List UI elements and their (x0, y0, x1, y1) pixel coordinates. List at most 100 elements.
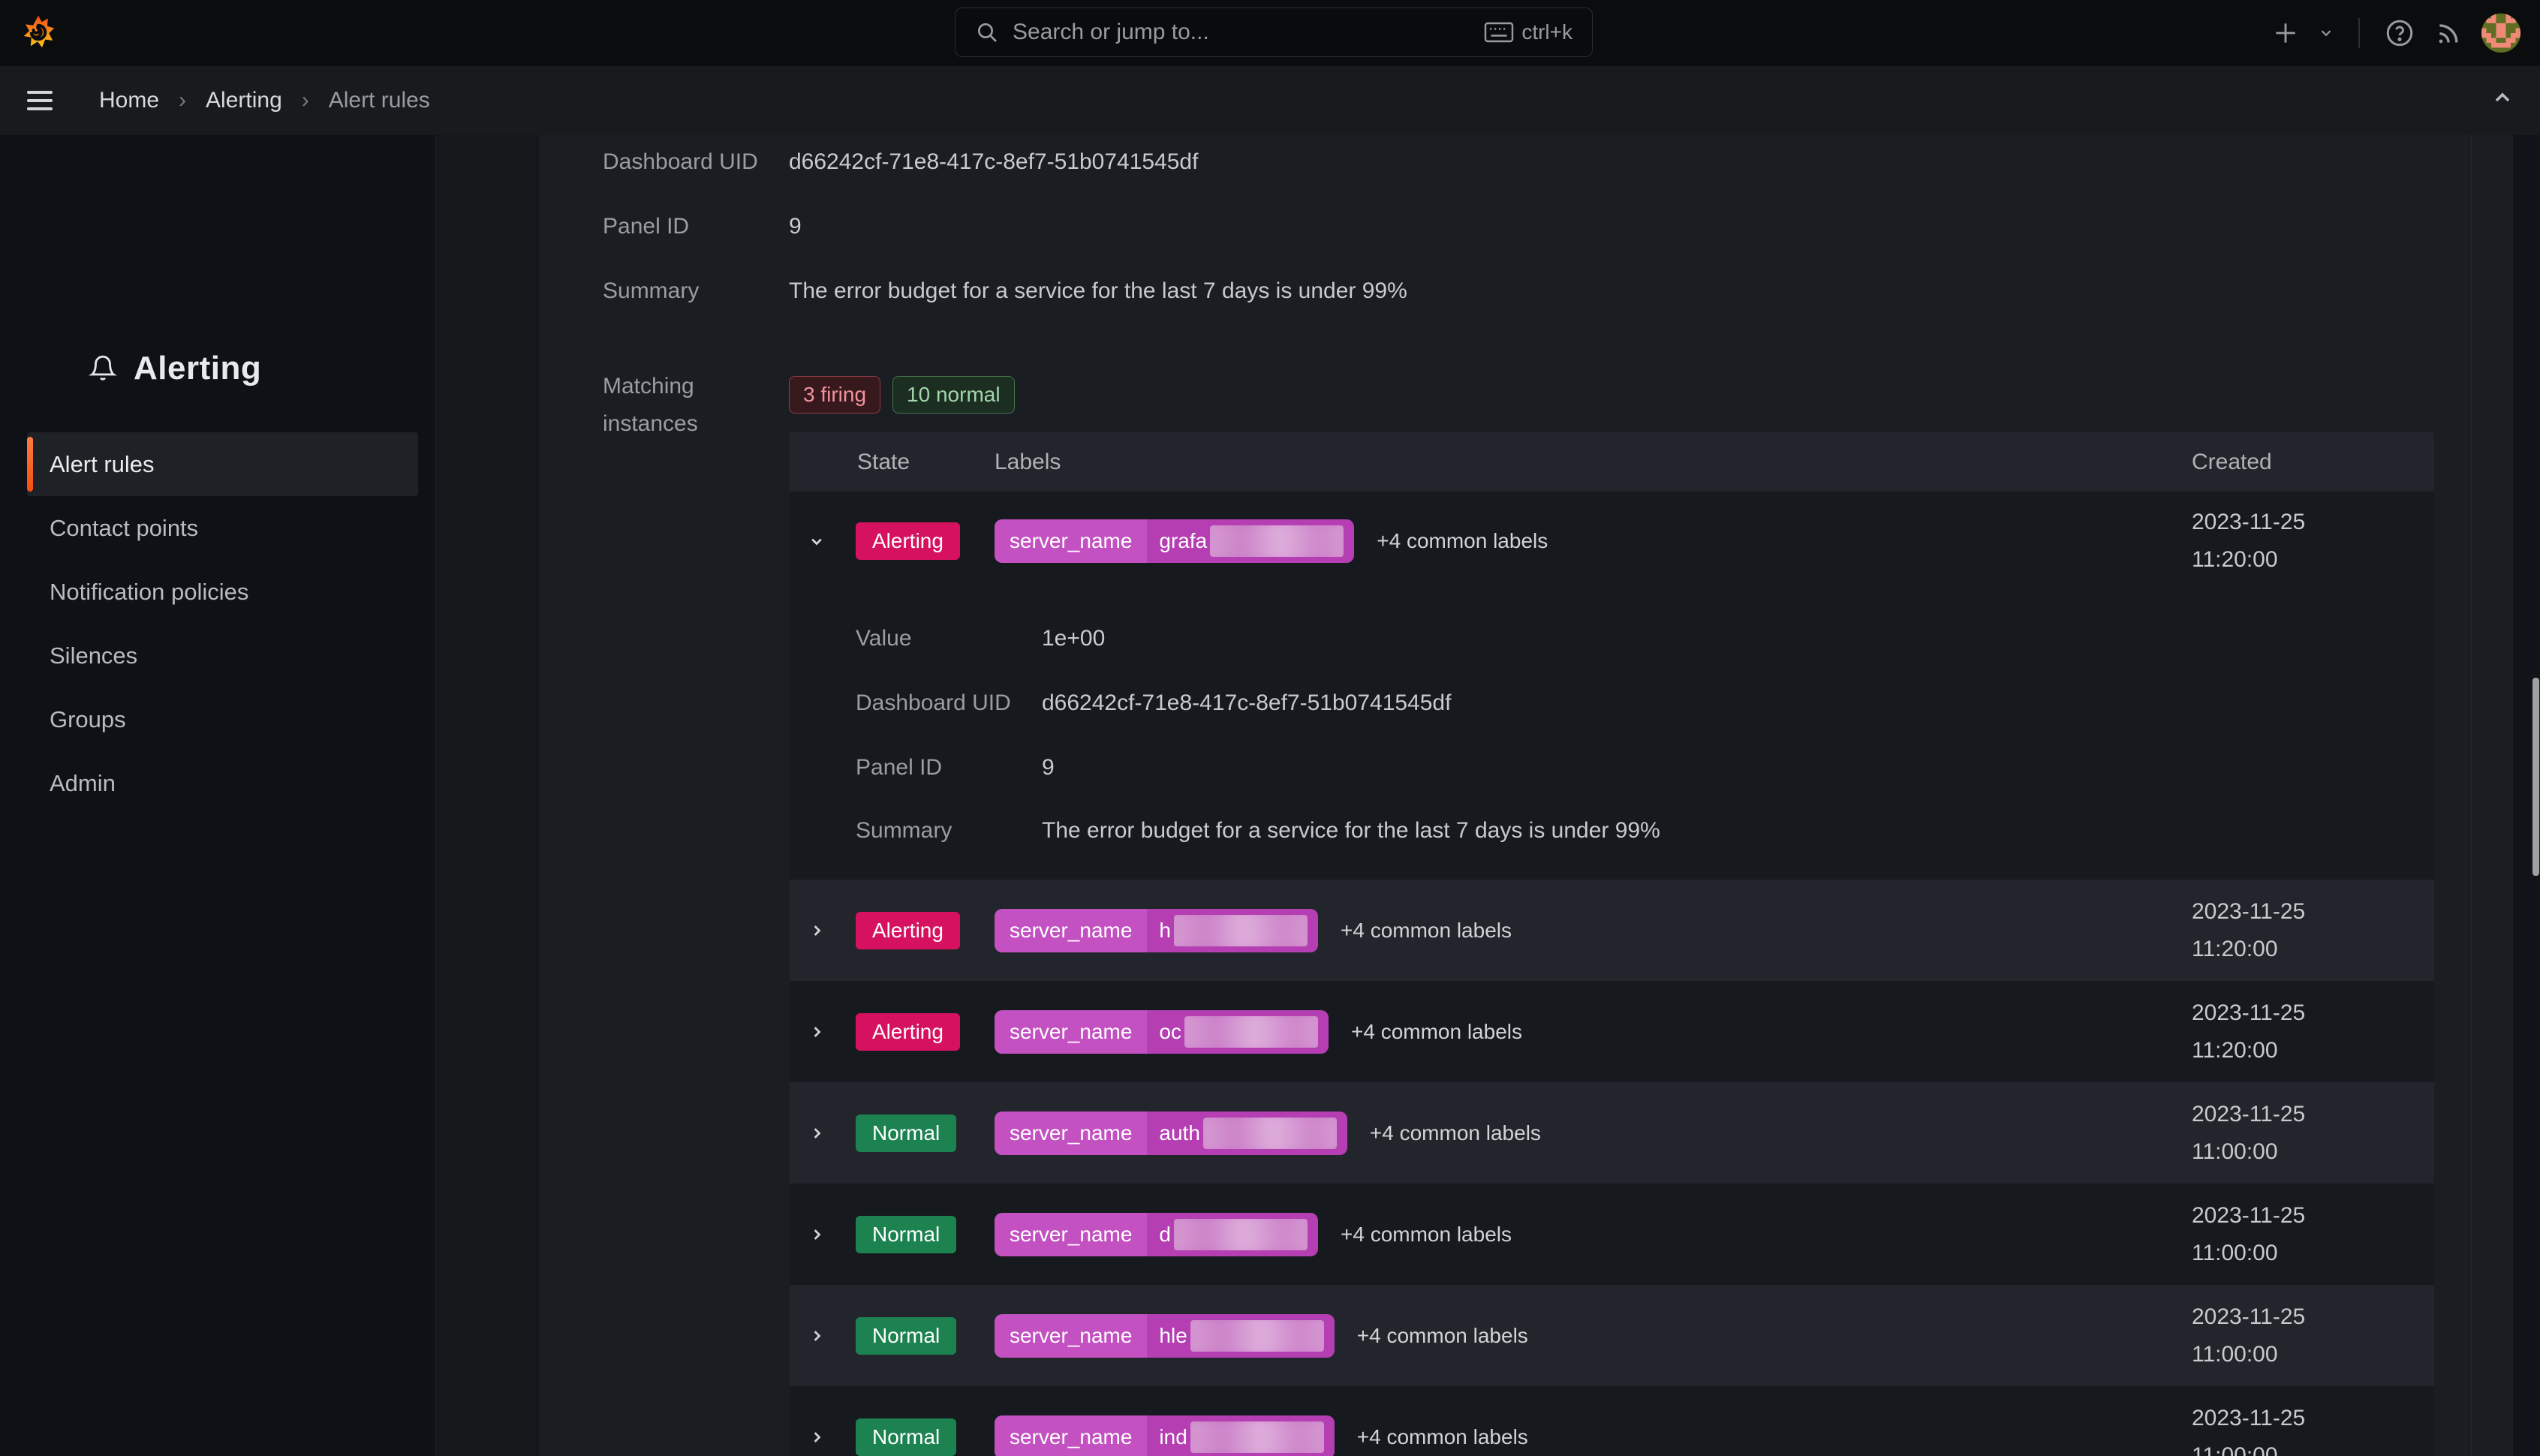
chevron-right-icon[interactable] (806, 1021, 827, 1042)
keyboard-shortcut: ctrl+k (1484, 20, 1572, 44)
sidebar-item-alert-rules[interactable]: Alert rules (27, 432, 418, 496)
field-panel-id: Panel ID 9 (603, 214, 802, 239)
bell-icon (89, 354, 117, 383)
common-labels-text: +4 common labels (1356, 1323, 1528, 1347)
created-timestamp: 2023-11-25 11:00:00 (2192, 1304, 2306, 1367)
topnav-actions (2271, 0, 2520, 66)
chevron-right-icon[interactable] (806, 920, 827, 941)
created-timestamp: 2023-11-25 11:20:00 (2192, 1000, 2306, 1063)
redacted-value (1190, 1421, 1324, 1453)
status-badge: Normal (856, 1418, 957, 1456)
labels-group: server_name h +4 common labels (995, 908, 1512, 952)
chevron-right-icon[interactable] (806, 1325, 827, 1346)
redacted-value (1210, 525, 1344, 557)
breadcrumb-bar: Home › Alerting › Alert rules (0, 66, 2540, 137)
labels-group: server_name d +4 common labels (995, 1212, 1512, 1256)
common-labels-text: +4 common labels (1340, 1222, 1512, 1246)
created-timestamp: 2023-11-25 11:00:00 (2192, 1405, 2306, 1456)
table-row[interactable]: Normal server_name ind +4 common labels … (790, 1386, 2434, 1456)
detail-panel-id: Panel ID 9 (856, 755, 1055, 780)
redacted-value (1190, 1320, 1324, 1352)
labels-group: server_name hle +4 common labels (995, 1313, 1528, 1358)
created-timestamp: 2023-11-25 11:00:00 (2192, 1202, 2306, 1265)
header-state: State (857, 450, 910, 474)
chevron-right-icon[interactable] (806, 1123, 827, 1144)
chevron-down-icon[interactable] (806, 531, 827, 552)
label-badge: server_name hle (995, 1313, 1335, 1358)
menu-toggle-icon[interactable] (27, 91, 53, 110)
sidebar-item-admin[interactable]: Admin (50, 769, 116, 796)
panel-id-link[interactable]: 9 (789, 214, 802, 239)
labels-group: server_name ind +4 common labels (995, 1415, 1528, 1456)
chevron-right-icon[interactable] (806, 1427, 827, 1448)
table-row[interactable]: Alerting server_name oc +4 common labels… (790, 981, 2434, 1082)
panel-right-border (2471, 135, 2472, 1456)
status-badge: Alerting (856, 522, 960, 560)
sidebar-title-label: Alerting (134, 350, 262, 387)
breadcrumb-home[interactable]: Home (99, 88, 160, 113)
instances-table: State Labels Created Alerting server_nam… (790, 432, 2434, 1456)
common-labels-text: +4 common labels (1350, 1019, 1522, 1043)
dashboard-uid-link[interactable]: d66242cf-71e8-417c-8ef7-51b0741545df (789, 149, 1199, 174)
grafana-logo-icon[interactable] (21, 9, 56, 56)
sidebar: Alerting Alert rules Contact points Noti… (0, 135, 436, 1456)
label-badge: server_name ind (995, 1415, 1335, 1456)
row-header: Alerting server_name grafa +4 common lab… (790, 492, 2434, 591)
news-rss-icon[interactable] (2433, 18, 2463, 48)
help-icon[interactable] (2384, 17, 2415, 49)
table-row[interactable]: Alerting server_name h +4 common labels … (790, 880, 2434, 981)
table-row-expanded[interactable]: Alerting server_name grafa +4 common lab… (790, 492, 2434, 880)
labels-group: server_name oc +4 common labels (995, 1009, 1522, 1054)
detail-value: Value 1e+00 (856, 626, 1106, 651)
sidebar-menu: Alert rules Contact points Notification … (27, 432, 418, 815)
chevron-right-icon[interactable] (806, 1224, 827, 1245)
sidebar-item-contact-points[interactable]: Contact points (50, 514, 199, 541)
label-badge: server_name d (995, 1212, 1318, 1256)
label-badge: server_name oc (995, 1009, 1329, 1054)
created-timestamp: 2023-11-25 11:00:00 (2192, 1101, 2306, 1164)
label-badge: server_name auth (995, 1111, 1347, 1155)
status-badge: Alerting (856, 911, 960, 949)
breadcrumb: Home › Alerting › Alert rules (99, 88, 430, 113)
search-input[interactable]: Search or jump to... ctrl+k (955, 8, 1593, 57)
collapse-chevron-up-icon[interactable] (2490, 86, 2514, 110)
keyboard-icon (1484, 21, 1514, 44)
label-badge: server_name grafa (995, 519, 1355, 563)
table-row[interactable]: Normal server_name auth +4 common labels… (790, 1082, 2434, 1184)
dashboard-uid-link[interactable]: d66242cf-71e8-417c-8ef7-51b0741545df (1042, 690, 1452, 715)
table-row[interactable]: Normal server_name d +4 common labels 20… (790, 1184, 2434, 1285)
breadcrumb-separator: › (301, 88, 309, 113)
labels-group: server_name auth +4 common labels (995, 1111, 1541, 1155)
status-badge: Normal (856, 1316, 957, 1355)
common-labels-text: +4 common labels (1340, 918, 1512, 942)
breadcrumb-alerting[interactable]: Alerting (206, 88, 282, 113)
header-created: Created (2192, 450, 2272, 474)
field-summary: Summary The error budget for a service f… (603, 278, 1407, 303)
header-labels: Labels (995, 450, 1061, 474)
created-timestamp: 2023-11-25 11:20:00 (2192, 898, 2306, 961)
table-row[interactable]: Normal server_name hle +4 common labels … (790, 1285, 2434, 1386)
top-nav-bar: Search or jump to... ctrl+k (0, 0, 2540, 67)
label-badge: server_name h (995, 908, 1318, 952)
matching-instances-label: Matching instances (603, 374, 698, 436)
topnav-divider (2358, 18, 2360, 48)
chevron-down-icon[interactable] (2318, 25, 2334, 41)
rule-details-panel: Dashboard UID d66242cf-71e8-417c-8ef7-51… (539, 135, 2472, 1456)
user-avatar[interactable] (2481, 14, 2520, 53)
redacted-value (1174, 1219, 1308, 1250)
sidebar-item-notification-policies[interactable]: Notification policies (50, 578, 249, 605)
status-badge: Normal (856, 1215, 957, 1253)
breadcrumb-current: Alert rules (328, 88, 430, 113)
redacted-value (1174, 915, 1308, 946)
scrollbar-thumb[interactable] (2532, 678, 2539, 876)
sidebar-section-title: Alerting (89, 350, 261, 387)
common-labels-text: +4 common labels (1356, 1424, 1528, 1448)
breadcrumb-separator: › (179, 88, 187, 113)
sidebar-item-silences[interactable]: Silences (50, 642, 138, 669)
search-icon (975, 20, 999, 44)
field-dashboard-uid: Dashboard UID d66242cf-71e8-417c-8ef7-51… (603, 149, 1199, 174)
panel-id-link[interactable]: 9 (1042, 755, 1055, 780)
sidebar-item-groups[interactable]: Groups (50, 705, 126, 733)
add-new-button[interactable] (2271, 19, 2300, 47)
